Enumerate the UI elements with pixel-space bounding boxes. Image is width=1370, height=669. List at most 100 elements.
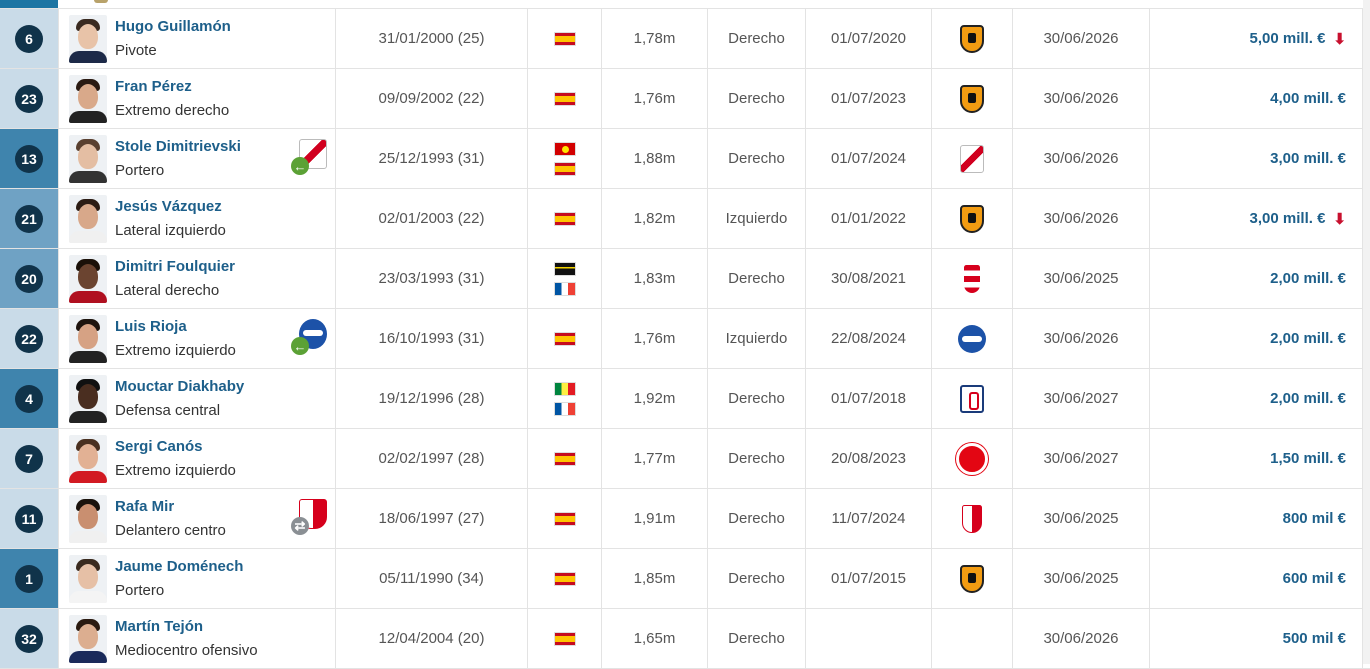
shirt-number-cell: 21 (0, 189, 58, 248)
player-cell: Stole Dimitrievski Portero ← (58, 129, 336, 188)
market-value-cell: 1,50 mill. € (1150, 429, 1363, 488)
valencia-crest-icon[interactable] (960, 204, 984, 233)
player-avatar[interactable] (69, 554, 107, 603)
birth-date: 02/01/2003 (22) (336, 189, 528, 248)
player-name-link[interactable]: Fran Pérez (115, 77, 192, 95)
player-position: Lateral derecho (115, 281, 220, 299)
player-name-link[interactable]: Sergi Canós (115, 437, 203, 455)
preferred-foot: Derecho (708, 369, 806, 428)
player-avatar[interactable] (69, 494, 107, 543)
loan-return-arrow-icon: ← (291, 337, 309, 355)
market-value-link[interactable]: 5,00 mill. € (1249, 30, 1326, 47)
brentford-crest-icon[interactable] (956, 442, 988, 475)
preferred-foot: Derecho (708, 249, 806, 308)
contract-end: 30/06/2025 (1013, 549, 1150, 608)
height: 1,78m (602, 9, 708, 68)
player-name-link[interactable]: Rafa Mir (115, 497, 175, 515)
avatar-face (78, 443, 98, 469)
granada-crest-icon[interactable] (964, 264, 980, 293)
player-name-link[interactable]: Dimitri Foulquier (115, 257, 235, 275)
preferred-foot: Derecho (708, 429, 806, 488)
valencia-crest-icon[interactable] (960, 24, 984, 53)
player-avatar[interactable] (69, 434, 107, 483)
player-avatar[interactable] (69, 134, 107, 183)
height: 1,77m (602, 429, 708, 488)
player-cell: Fran Pérez Extremo derecho (58, 69, 336, 128)
shirt-number: 20 (15, 264, 43, 293)
player-avatar[interactable] (69, 614, 107, 663)
player-info: Dimitri Foulquier Lateral derecho (115, 255, 235, 303)
player-avatar[interactable] (69, 194, 107, 243)
scrollbar-track[interactable] (1363, 0, 1370, 664)
signed-from-cell (932, 9, 1013, 68)
player-info: Hugo Guillamón Pivote (115, 15, 231, 63)
market-value-link[interactable]: 3,00 mill. € (1270, 150, 1346, 167)
lyon-crest-icon[interactable] (960, 384, 984, 413)
market-value-link[interactable]: 600 mil € (1282, 570, 1346, 587)
preferred-foot: Derecho (708, 9, 806, 68)
birth-date: 09/09/2002 (22) (336, 69, 528, 128)
player-info: Jaume Doménech Portero (115, 555, 243, 603)
player-info: Luis Rioja Extremo izquierdo (115, 315, 236, 363)
flag-es-icon (553, 631, 576, 646)
player-avatar[interactable] (69, 74, 107, 123)
avatar-shirt (69, 110, 107, 123)
market-value-link[interactable]: 3,00 mill. € (1249, 210, 1326, 227)
player-cell: Jaume Doménech Portero (58, 549, 336, 608)
avatar-shirt (69, 590, 107, 603)
sevilla-crest-icon[interactable] (962, 504, 982, 533)
contract-end: 30/06/2025 (1013, 249, 1150, 308)
nationality-cell (528, 129, 602, 188)
nationality-cell (528, 609, 602, 668)
player-name-link[interactable]: Luis Rioja (115, 317, 187, 335)
loan-indicator[interactable]: ← (291, 139, 327, 175)
nationality-cell (528, 309, 602, 368)
previous-row-edge (0, 0, 1370, 9)
loan-indicator[interactable]: ⇄ (291, 499, 327, 535)
shirt-number: 13 (15, 144, 43, 173)
height: 1,65m (602, 609, 708, 668)
signed-from-cell (932, 189, 1013, 248)
joined-date: 01/07/2024 (806, 129, 932, 188)
market-value-link[interactable]: 2,00 mill. € (1270, 330, 1346, 347)
player-avatar[interactable] (69, 14, 107, 63)
avatar-shirt (69, 50, 107, 63)
player-avatar[interactable] (69, 254, 107, 303)
shirt-number: 6 (15, 24, 43, 53)
shirt-number-cell: 20 (0, 249, 58, 308)
alaves-crest-icon[interactable] (958, 324, 986, 353)
player-name-link[interactable]: Stole Dimitrievski (115, 137, 241, 155)
shirt-number: 11 (15, 504, 43, 533)
player-avatar[interactable] (69, 314, 107, 363)
height: 1,85m (602, 549, 708, 608)
rayo-crest-icon[interactable] (960, 144, 984, 173)
player-name-link[interactable]: Martín Tejón (115, 617, 204, 635)
table-row: 32 Martín Tejón Mediocentro ofensivo 12/… (0, 609, 1370, 669)
birth-date: 02/02/1997 (28) (336, 429, 528, 488)
table-row: 7 Sergi Canós Extremo izquierdo 02/02/19… (0, 429, 1370, 489)
player-name-link[interactable]: Mouctar Diakhaby (115, 377, 245, 395)
player-name-link[interactable]: Jaume Doménech (115, 557, 244, 575)
shirt-number-cell: 1 (0, 549, 58, 608)
table-row: 4 Mouctar Diakhaby Defensa central 19/12… (0, 369, 1370, 429)
table-row: 21 Jesús Vázquez Lateral izquierdo 02/01… (0, 189, 1370, 249)
height: 1,76m (602, 309, 708, 368)
market-value-link[interactable]: 800 mil € (1282, 510, 1346, 527)
market-value-link[interactable]: 2,00 mill. € (1270, 270, 1346, 287)
valencia-crest-icon[interactable] (960, 84, 984, 113)
shirt-number-cell: 13 (0, 129, 58, 188)
preferred-foot: Derecho (708, 609, 806, 668)
market-value-link[interactable]: 500 mil € (1282, 630, 1346, 647)
joined-date: 01/07/2020 (806, 9, 932, 68)
market-value-link[interactable]: 4,00 mill. € (1270, 90, 1346, 107)
player-avatar[interactable] (69, 374, 107, 423)
market-value-link[interactable]: 1,50 mill. € (1270, 450, 1346, 467)
loan-indicator[interactable]: ← (291, 319, 327, 355)
player-name-link[interactable]: Jesús Vázquez (115, 197, 222, 215)
joined-date: 11/07/2024 (806, 489, 932, 548)
player-name-link[interactable]: Hugo Guillamón (115, 17, 231, 35)
market-value-link[interactable]: 2,00 mill. € (1270, 390, 1346, 407)
player-position: Extremo derecho (115, 101, 230, 119)
signed-from-cell (932, 369, 1013, 428)
valencia-crest-icon[interactable] (960, 564, 984, 593)
